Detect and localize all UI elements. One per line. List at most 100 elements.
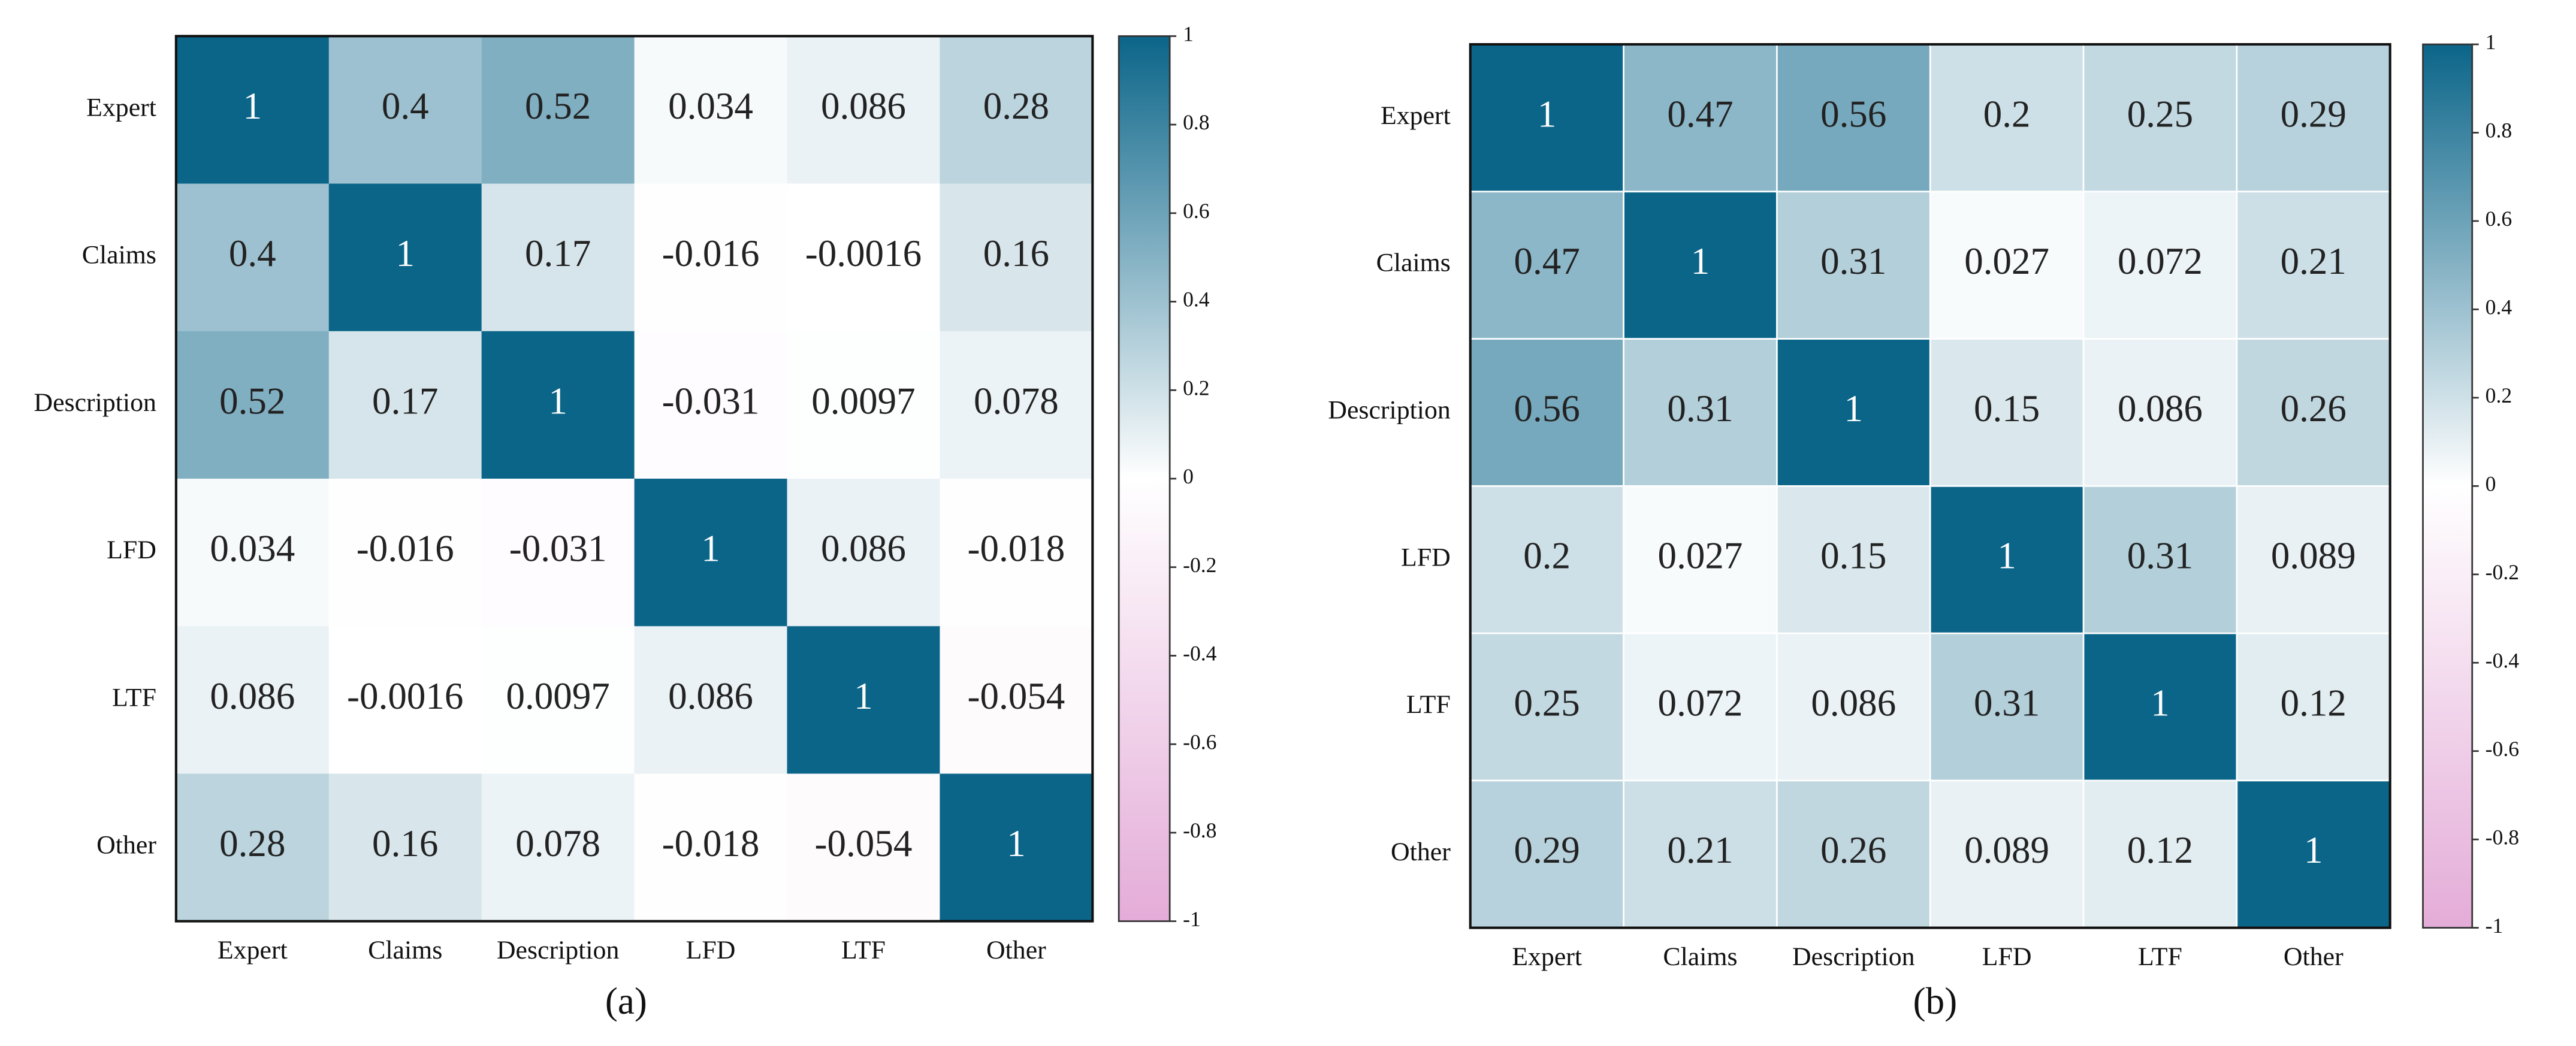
heatmap-cell — [1623, 485, 1778, 635]
heatmap-cell — [940, 626, 1094, 775]
colorbar — [2422, 43, 2474, 929]
cell-label: 0.17 — [372, 380, 438, 422]
heatmap-cell — [481, 36, 635, 185]
cell-label: 0.2 — [1523, 535, 1571, 577]
cell-label: 0.31 — [1974, 682, 2040, 724]
cell-label: 0.47 — [1667, 93, 1733, 135]
cell-label: 0.28 — [219, 823, 285, 864]
x-tick-label: Description — [1792, 942, 1915, 971]
cell-label: 0.12 — [2127, 829, 2193, 871]
colorbar-tick-label: 0 — [2486, 472, 2496, 496]
cell-label: 0.52 — [525, 85, 591, 127]
cell-label: 1 — [548, 380, 567, 422]
cell-label: -0.0016 — [347, 675, 463, 717]
heatmap-cell — [940, 183, 1094, 332]
y-tick-label: LFD — [107, 536, 156, 564]
cell-label: 1 — [1691, 240, 1710, 282]
cell-label: -0.054 — [815, 823, 913, 864]
cell-label: 0.29 — [2281, 93, 2347, 135]
y-tick-label: LFD — [1401, 543, 1451, 572]
heatmap-cell — [481, 773, 635, 922]
heatmap-cell — [787, 626, 941, 775]
colorbar-tick-label: 0 — [1183, 464, 1194, 488]
heatmap-cell — [328, 331, 482, 479]
heatmap-cell — [1469, 191, 1625, 340]
heatmap-cell — [634, 478, 788, 627]
cell-label: 0.4 — [382, 85, 429, 127]
heatmap-cell — [2082, 779, 2239, 929]
y-tick-label: Expert — [86, 93, 156, 122]
heatmap-cell — [328, 183, 482, 332]
cell-label: 0.21 — [1667, 829, 1733, 871]
cell-label: 0.26 — [2281, 388, 2347, 430]
heatmap-cell — [328, 773, 482, 922]
cell-label: -0.054 — [967, 675, 1065, 717]
heatmap-cell — [2236, 191, 2391, 340]
heatmap-cell — [1776, 485, 1932, 635]
cell-label: 0.31 — [2127, 535, 2193, 577]
cell-label: 0.56 — [1820, 93, 1886, 135]
cell-label: 0.25 — [1514, 682, 1580, 724]
cell-label: 0.31 — [1667, 388, 1733, 430]
heatmap-cell — [328, 36, 482, 185]
heatmap-cell — [176, 183, 330, 332]
colorbar — [1118, 35, 1171, 923]
heatmap-cell — [634, 773, 788, 922]
cell-label: 0.086 — [821, 85, 906, 127]
colorbar-tick-label: -0.2 — [2486, 560, 2519, 584]
colorbar-tick-label: 1 — [1183, 22, 1194, 46]
heatmap-cell — [1929, 779, 2085, 929]
cell-label: 0.086 — [1811, 682, 1896, 724]
cell-label: 0.28 — [983, 85, 1049, 127]
heatmap-cell — [1929, 338, 2085, 488]
x-tick-label: LTF — [2138, 942, 2182, 971]
cell-label: 0.31 — [1820, 240, 1886, 282]
heatmap-cell — [2236, 632, 2391, 782]
heatmap-cell — [1929, 43, 2085, 193]
cell-label: 0.0097 — [506, 675, 609, 717]
heatmap-cell — [940, 478, 1094, 627]
cell-label: 0.089 — [2271, 535, 2356, 577]
cell-label: 0.26 — [1820, 829, 1886, 871]
cell-label: 0.21 — [2281, 240, 2347, 282]
cell-label: 1 — [1538, 93, 1557, 135]
cell-label: 1 — [854, 675, 873, 717]
x-tick-label: Expert — [218, 936, 288, 965]
plot-frame — [174, 35, 1094, 923]
heatmap-cell — [634, 36, 788, 185]
colorbar-tick-label: -1 — [1183, 907, 1201, 931]
cell-label: 1 — [2304, 829, 2323, 871]
cell-label: 0.034 — [668, 85, 753, 127]
heatmap-cell — [1623, 632, 1778, 782]
cell-label: -0.031 — [662, 380, 760, 422]
heatmap-cell — [1623, 779, 1778, 929]
y-tick-label: Other — [96, 831, 156, 860]
cell-label: 0.0097 — [811, 380, 915, 422]
colorbar-tick-label: 0.4 — [2486, 295, 2512, 319]
x-tick-label: Expert — [1512, 942, 1582, 971]
y-tick-label: Description — [1328, 396, 1451, 425]
heatmap-cell — [787, 331, 941, 479]
cell-label: 1 — [395, 232, 415, 274]
cell-label: 1 — [1007, 823, 1026, 864]
colorbar-tick-label: 0.4 — [1183, 288, 1210, 312]
heatmap-cell — [1929, 191, 2085, 340]
heatmap-cell — [787, 773, 941, 922]
heatmap-cell — [328, 626, 482, 775]
cell-label: 0.52 — [219, 380, 285, 422]
colorbar-tick-label: -0.4 — [1183, 642, 1217, 666]
heatmap-cell — [940, 773, 1094, 922]
heatmap-cell — [1776, 779, 1932, 929]
heatmap-cell — [481, 478, 635, 627]
heatmap-cell — [1623, 191, 1778, 340]
x-tick-label: LFD — [1982, 942, 2032, 971]
colorbar-tick-label: -0.2 — [1183, 553, 1216, 577]
cell-label: 0.027 — [1658, 535, 1743, 577]
heatmap-cell — [634, 183, 788, 332]
heatmap-cell — [2082, 43, 2239, 193]
colorbar-tick-label: -0.6 — [1183, 730, 1216, 754]
cell-label: 1 — [701, 528, 720, 570]
heatmap-cell — [481, 183, 635, 332]
colorbar-tick-label: -0.4 — [2486, 648, 2520, 672]
